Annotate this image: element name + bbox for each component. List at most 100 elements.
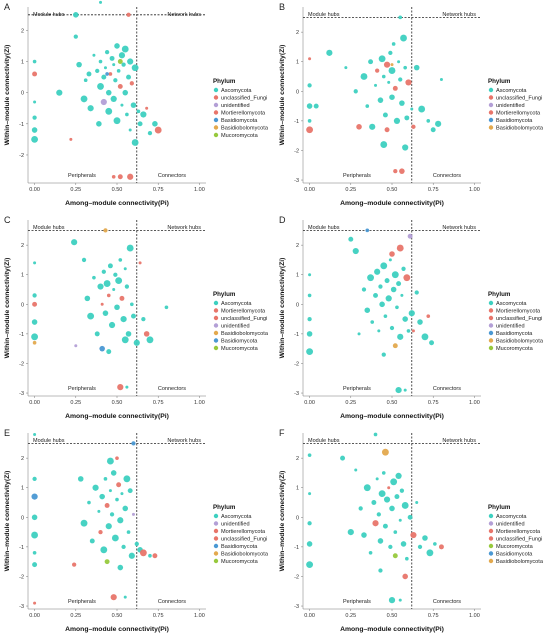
legend-swatch (213, 300, 219, 306)
x-tick-label: 0.00 (29, 187, 40, 193)
data-point (308, 57, 312, 61)
data-point (109, 55, 115, 61)
data-point (31, 319, 38, 325)
panel-e: E 0.00 0.25 0.50 0.75 1.00 -3 -2 -1 0 1 2 Module hub… (0, 426, 275, 639)
y-tick-label: -1 (19, 122, 24, 128)
region-label-peripherals: Peripherals (343, 386, 371, 392)
data-point (414, 290, 419, 295)
data-point (114, 304, 120, 311)
legend-item: Basidiobolomycota (221, 126, 269, 132)
legend-item: Basidiomycota (496, 552, 533, 558)
data-point (401, 502, 409, 509)
data-point (129, 81, 134, 86)
data-point (388, 544, 393, 550)
y-tick-label: -3 (19, 391, 24, 397)
legend-item: unclassified_Fungi (221, 96, 267, 102)
legend-item: Basidiomycota (221, 118, 258, 124)
data-point (403, 274, 411, 282)
data-point (306, 348, 314, 356)
legend-swatch (488, 551, 494, 556)
legend-title: Phylum (488, 504, 511, 511)
data-point (134, 541, 139, 547)
x-tick-label: 0.25 (345, 187, 356, 193)
legend-title: Phylum (213, 78, 236, 85)
data-point (31, 135, 39, 143)
data-point (421, 333, 429, 341)
data-point (128, 128, 132, 132)
data-point (139, 549, 147, 557)
data-point (73, 12, 79, 18)
data-point (404, 115, 410, 121)
data-point (376, 512, 381, 517)
data-point (104, 503, 110, 508)
data-point (143, 331, 150, 337)
data-point (69, 137, 73, 141)
data-point (32, 550, 37, 555)
legend-item: Mortierellomycota (221, 309, 266, 315)
data-point (371, 500, 377, 505)
data-point (388, 597, 396, 604)
y-tick-label: -2 (294, 574, 299, 580)
legend-item: Mucoromycota (221, 346, 259, 352)
data-point (398, 77, 403, 82)
data-point (391, 271, 399, 279)
x-tick-label: 0.50 (112, 400, 123, 406)
data-point (31, 531, 39, 539)
scatter-plot: B 0.00 0.25 0.50 0.75 1.00 -3 -2 -1 0 1 2 Module hub… (279, 2, 544, 207)
data-point (121, 336, 129, 344)
data-point (382, 523, 388, 529)
y-tick-label: 1 (296, 486, 299, 492)
data-point (344, 66, 348, 70)
data-point (363, 484, 371, 492)
data-point (415, 501, 419, 505)
data-point (403, 65, 408, 70)
data-point (84, 295, 91, 302)
data-point (72, 562, 77, 567)
y-tick-label: 2 (21, 456, 24, 462)
y-tick-label: 1 (296, 60, 299, 66)
data-point (426, 119, 431, 123)
legend-swatch (488, 315, 494, 321)
y-tick-label: 2 (296, 243, 299, 249)
data-point (148, 553, 152, 558)
data-point (32, 115, 37, 120)
data-point (126, 74, 131, 80)
data-point (98, 59, 103, 64)
y-tick-label: -3 (294, 391, 299, 397)
data-point (127, 173, 134, 180)
data-point (126, 244, 134, 252)
data-point (384, 127, 390, 133)
data-point (385, 295, 392, 302)
legend-item: Basidiobolomycota (221, 331, 269, 337)
y-tick-label: -1 (294, 545, 299, 551)
data-point (307, 453, 312, 458)
legend-swatch (213, 543, 219, 549)
legend-item: unclassified_Fungi (496, 316, 542, 322)
data-point (112, 63, 116, 67)
data-point (307, 316, 312, 322)
data-point (413, 64, 420, 71)
data-point (120, 492, 124, 496)
data-point (400, 293, 404, 297)
x-tick-label: 0.25 (345, 613, 356, 619)
data-point (384, 278, 390, 284)
data-point (102, 310, 109, 316)
data-point (381, 74, 386, 79)
data-point (372, 520, 379, 527)
data-point (399, 488, 405, 493)
data-point (408, 310, 415, 317)
y-tick-label: -2 (19, 153, 24, 159)
data-point (32, 340, 37, 345)
data-point (374, 83, 378, 87)
data-point (123, 595, 127, 599)
data-point (406, 329, 411, 333)
data-point (83, 78, 88, 83)
data-point (398, 598, 402, 602)
scatter-plot: D 0.00 0.25 0.50 0.75 1.00 -3 -2 -1 0 1 2 Module hub… (279, 215, 544, 420)
x-tick-label: 0.50 (387, 613, 398, 619)
data-point (100, 302, 104, 306)
data-point (348, 236, 354, 242)
data-point (125, 331, 132, 337)
data-point (131, 139, 139, 146)
x-tick-label: 1.00 (469, 613, 480, 619)
